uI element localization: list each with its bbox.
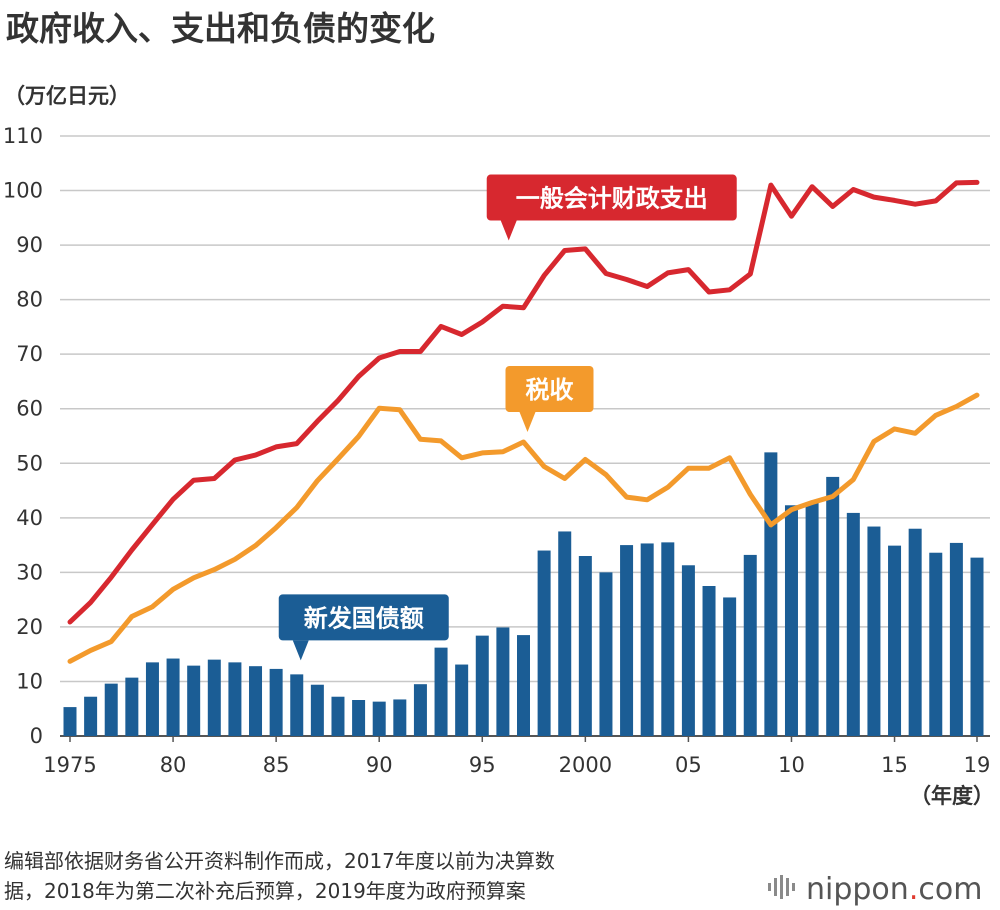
bar-2004: [661, 542, 675, 736]
bar-1986: [290, 674, 304, 736]
bar-1977: [104, 683, 118, 736]
callout-label-3: 新发国债额: [304, 604, 424, 632]
bar-2017: [929, 552, 943, 736]
callout-pointer-1: [500, 220, 517, 241]
y-tick-label-110: 110: [3, 124, 43, 148]
bar-2018: [949, 542, 963, 736]
x-axis-unit-label: （年度）: [910, 784, 994, 808]
bar-2008: [743, 554, 757, 736]
y-tick-label-20: 20: [16, 615, 43, 639]
bar-2002: [620, 545, 634, 736]
x-tick-label-1990: 90: [366, 753, 393, 777]
bar-2013: [846, 512, 860, 736]
callout-box-3: [278, 594, 449, 641]
y-tick-label-0: 0: [30, 724, 43, 748]
bar-2000: [578, 556, 592, 736]
callout-2: 税收: [505, 366, 594, 432]
brand-tld: com: [918, 872, 982, 907]
bar-1989: [352, 700, 366, 736]
bar-2005: [681, 565, 695, 736]
y-tick-label-10: 10: [16, 669, 43, 693]
bar-2009: [764, 452, 778, 736]
y-tick-label-80: 80: [16, 288, 43, 312]
bar-2006: [702, 586, 716, 736]
bar-2012: [826, 476, 840, 736]
bar-2016: [908, 528, 922, 736]
callout-label-2: 税收: [526, 376, 574, 404]
bar-2014: [867, 526, 881, 736]
bar-1988: [331, 696, 345, 736]
bar-1993: [434, 647, 448, 736]
brand-name: nippon: [806, 872, 909, 907]
bar-1998: [537, 550, 551, 736]
bar-1990: [372, 701, 386, 736]
bar-2011: [805, 502, 819, 736]
callout-pointer-2: [519, 412, 536, 432]
source-note-line-2: 据，2018年为第二次补充后预算，2019年度为政府预算案: [4, 879, 526, 903]
line-series: [67, 179, 980, 664]
nippon-logo: nippon.com: [768, 872, 982, 907]
bar-1991: [393, 699, 407, 736]
y-tick-label-50: 50: [16, 451, 43, 475]
sound-bars-icon: [768, 875, 795, 899]
chart-title: 政府收入、支出和负债的变化: [6, 9, 435, 48]
y-axis-unit-label: （万亿日元）: [4, 84, 130, 108]
bar-1987: [310, 684, 324, 736]
bar-2015: [888, 545, 902, 736]
x-tick-label-1975: 1975: [43, 753, 96, 777]
source-note-line-1: 编辑部依据财务省公开资料制作而成，2017年度以前为决算数: [4, 849, 555, 873]
x-tick-label-2019: 19: [964, 753, 991, 777]
bar-2019: [970, 557, 984, 736]
x-tick-label-2000: 2000: [559, 753, 612, 777]
callout-1: 一般会计财政支出: [486, 174, 737, 241]
y-tick-label-30: 30: [16, 560, 43, 584]
bar-1980: [166, 658, 180, 736]
bar-1994: [455, 664, 469, 736]
y-tick-label-40: 40: [16, 506, 43, 530]
svg-text:nippon.com: nippon.com: [806, 872, 982, 907]
bar-1985: [269, 668, 283, 736]
bar-1996: [496, 627, 510, 736]
bar-1976: [84, 696, 98, 736]
callout-3: 新发国债额: [278, 594, 449, 661]
y-tick-label-100: 100: [3, 179, 43, 203]
bar-1982: [207, 659, 221, 736]
bar-1978: [125, 677, 139, 736]
line-series-1: [67, 179, 980, 625]
bar-2010: [784, 505, 798, 736]
x-axis-tick-labels: 1975 80 85 90 95 2000 05 10 15 19: [43, 736, 990, 777]
bar-1975: [63, 707, 77, 736]
callout-pointer-3: [292, 640, 309, 661]
bar-1992: [413, 684, 427, 736]
bar-1999: [558, 531, 572, 736]
x-tick-label-1980: 80: [160, 753, 187, 777]
callout-box-2: [505, 366, 594, 412]
bar-2003: [640, 543, 654, 736]
x-tick-label-2010: 10: [778, 753, 805, 777]
bar-1981: [187, 665, 201, 736]
callout-label-1: 一般会计财政支出: [516, 185, 708, 213]
x-tick-label-2015: 15: [881, 753, 908, 777]
brand-dot: .: [909, 872, 919, 907]
bar-1983: [228, 662, 242, 736]
y-tick-label-70: 70: [16, 342, 43, 366]
x-tick-label-2005: 05: [675, 753, 702, 777]
bar-2001: [599, 572, 613, 736]
bar-1995: [475, 635, 489, 736]
bar-series-new-bonds: [63, 452, 984, 736]
bar-1979: [145, 662, 159, 736]
x-tick-label-1985: 85: [263, 753, 290, 777]
bar-1984: [249, 666, 263, 736]
bar-1997: [517, 635, 530, 736]
y-axis-tick-labels: 0 10 20 30 40 50 60 70 80 90 100 110: [3, 124, 43, 748]
bar-2007: [723, 597, 737, 736]
y-tick-label-60: 60: [16, 397, 43, 421]
line-series-2: [67, 392, 980, 664]
x-tick-label-1995: 95: [469, 753, 496, 777]
callout-box-1: [486, 174, 737, 221]
y-tick-label-90: 90: [16, 233, 43, 257]
